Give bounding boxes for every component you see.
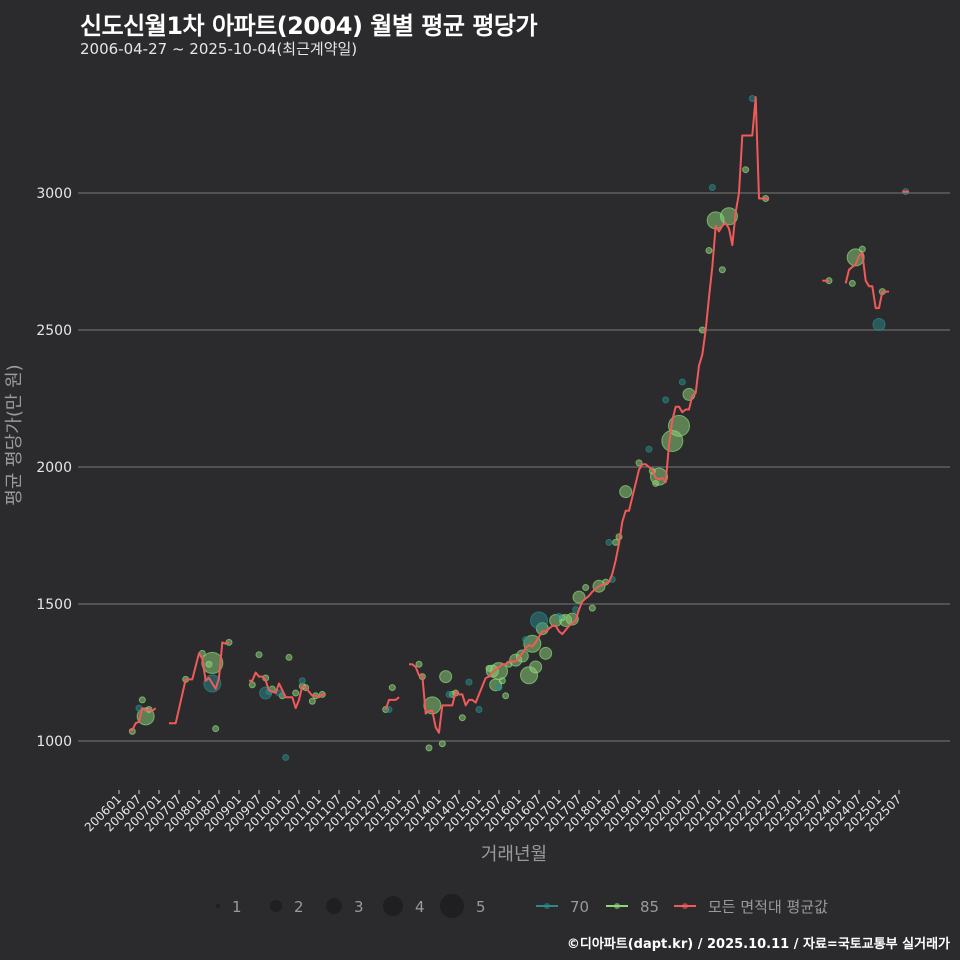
legend: 1 2 3 4 5 70 85 모든 면적대 평균값: [216, 894, 828, 918]
data-bubble-85: [858, 245, 866, 253]
data-bubble-70: [872, 318, 886, 332]
legend-size-label: 1: [232, 898, 242, 916]
data-bubble-85: [529, 660, 543, 674]
legend-size-dot: [440, 894, 464, 918]
data-bubble-85: [439, 670, 453, 684]
data-bubble-70: [495, 684, 503, 692]
grid-lines: [78, 192, 950, 742]
data-bubble-85: [582, 584, 590, 592]
data-bubble-85: [619, 485, 633, 499]
legend-size-label: 3: [354, 898, 364, 916]
data-bubble-85: [718, 266, 726, 274]
legend-series-label: 85: [640, 898, 659, 916]
bubble-layer: [128, 94, 910, 761]
data-bubble-70: [530, 611, 548, 630]
data-bubble-70: [555, 612, 563, 620]
data-bubble-70: [445, 690, 453, 698]
legend-size-label: 2: [294, 898, 304, 916]
legend-size-dot: [383, 896, 403, 916]
data-bubble-85: [742, 166, 750, 174]
chart-subtitle: 2006-04-27 ~ 2025-10-04(최근계약일): [80, 40, 358, 58]
data-bubble-85: [539, 646, 553, 660]
data-bubble-85: [848, 279, 856, 287]
legend-point-swatch: [544, 903, 550, 909]
data-bubble-85: [612, 538, 620, 546]
legend-size-dot: [326, 898, 342, 914]
data-bubble-85: [720, 207, 738, 226]
data-bubble-85: [255, 651, 263, 659]
data-bubble-70: [645, 445, 653, 453]
average-line-layer: [129, 96, 909, 734]
legend-point-swatch: [614, 903, 620, 909]
average-price-line: [249, 671, 326, 710]
data-bubble-85: [425, 744, 433, 752]
data-bubble-85: [248, 681, 256, 689]
average-price-line: [844, 252, 889, 310]
average-price-line: [384, 696, 400, 710]
data-bubble-85: [212, 725, 220, 733]
data-bubble-70: [298, 677, 306, 685]
data-bubble-85: [705, 247, 713, 255]
legend-size-dot: [270, 900, 282, 912]
legend-point-swatch: [682, 903, 688, 909]
y-tick-label: 1500: [36, 597, 72, 613]
data-bubble-85: [502, 692, 510, 700]
data-bubble-70: [475, 705, 483, 713]
legend-series-label: 70: [570, 898, 589, 916]
y-tick-label: 2000: [36, 460, 72, 476]
data-bubble-85: [201, 651, 224, 674]
legend-size-dot: [216, 904, 220, 908]
data-bubble-70: [708, 184, 716, 192]
y-axis-ticks: 1000 1500 2000 2500 3000: [36, 186, 72, 750]
data-bubble-85: [565, 612, 579, 626]
source-footer: ©디아파트(dapt.kr) / 2025.10.11 / 자료=국토교통부 실…: [566, 937, 950, 952]
data-bubble-85: [490, 662, 508, 681]
data-bubble-70: [605, 538, 613, 546]
y-axis-title: 평균 평당가(만 원): [4, 364, 25, 505]
data-bubble-85: [650, 467, 668, 486]
data-bubble-85: [668, 414, 690, 437]
data-bubble-85: [388, 684, 396, 692]
data-bubble-85: [458, 714, 466, 722]
legend-size-label: 4: [415, 898, 425, 916]
data-bubble-85: [285, 653, 293, 661]
data-bubble-70: [678, 378, 686, 386]
legend-size-label: 5: [476, 898, 486, 916]
data-bubble-85: [415, 660, 423, 668]
data-bubble-85: [498, 677, 506, 685]
x-axis-title: 거래년월: [481, 844, 547, 865]
data-bubble-85: [572, 590, 586, 604]
x-axis-ticks: 2006012006072007012007072008012008072009…: [82, 790, 904, 835]
data-bubble-85: [438, 740, 446, 748]
data-bubble-85: [846, 248, 865, 267]
data-bubble-85: [292, 689, 300, 697]
data-bubble-85: [588, 604, 596, 612]
data-bubble-70: [465, 678, 473, 686]
chart-title: 신도신월1차 아파트(2004) 월별 평균 평당가: [80, 12, 538, 40]
y-tick-label: 1000: [36, 734, 72, 750]
y-tick-label: 3000: [36, 186, 72, 202]
average-price-line: [129, 707, 157, 731]
data-bubble-85: [308, 697, 316, 705]
average-price-line: [409, 96, 770, 734]
average-price-line: [169, 641, 230, 725]
data-bubble-70: [522, 636, 530, 644]
legend-series-label: 모든 면적대 평균값: [708, 898, 828, 916]
data-bubble-70: [662, 396, 670, 404]
data-bubble-85: [515, 649, 529, 663]
data-bubble-85: [138, 696, 146, 704]
y-tick-label: 2500: [36, 323, 72, 339]
data-bubble-85: [635, 459, 643, 467]
data-bubble-70: [282, 753, 290, 761]
